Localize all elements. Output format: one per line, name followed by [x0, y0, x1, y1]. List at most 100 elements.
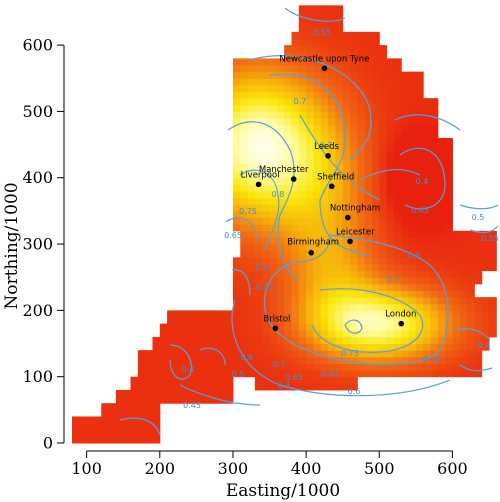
heatmap-cell	[350, 356, 358, 364]
heatmap-cell	[415, 250, 424, 258]
heatmap-cell	[481, 230, 490, 238]
heatmap-cell	[123, 416, 132, 424]
heatmap-cell	[335, 290, 344, 298]
heatmap-cell	[474, 244, 483, 252]
heatmap-cell	[415, 224, 424, 232]
heatmap-cell	[386, 78, 395, 86]
heatmap-cell	[284, 356, 292, 364]
heatmap-cell	[269, 144, 278, 152]
heatmap-cell	[379, 230, 388, 238]
heatmap-cell	[393, 191, 402, 199]
heatmap-cell	[145, 396, 153, 404]
heatmap-cell	[342, 164, 351, 172]
heatmap-cell	[130, 383, 139, 391]
heatmap-cell	[364, 177, 373, 185]
heatmap-cell	[350, 250, 358, 258]
heatmap-cell	[371, 84, 380, 93]
contour-line	[239, 169, 280, 251]
heatmap-cell	[145, 389, 153, 398]
heatmap-cell	[181, 356, 190, 364]
heatmap-cell	[167, 317, 175, 325]
heatmap-cell	[371, 250, 380, 258]
heatmap-cell	[342, 250, 351, 258]
heatmap-cell	[335, 65, 344, 73]
heatmap-cell	[284, 270, 292, 278]
heatmap-cell	[269, 118, 278, 126]
heatmap-cell	[232, 177, 241, 185]
heatmap-cell	[240, 144, 249, 152]
heatmap-cell	[247, 65, 256, 73]
heatmap-cell	[276, 224, 285, 232]
heatmap-cell	[459, 263, 468, 272]
heatmap-cell	[423, 131, 431, 139]
heatmap-cell	[357, 164, 366, 172]
heatmap-cell	[254, 144, 263, 152]
heatmap-cell	[408, 363, 417, 371]
heatmap-cell	[123, 423, 132, 431]
heatmap-cell	[379, 51, 388, 59]
heatmap-cell	[298, 270, 307, 278]
heatmap-cell	[130, 409, 139, 417]
heatmap-cell	[262, 363, 271, 371]
heatmap-cell	[320, 197, 329, 205]
heatmap-cell	[467, 250, 475, 258]
y-tick-label: 600	[22, 36, 53, 55]
heatmap-cell	[335, 230, 344, 238]
heatmap-cell	[342, 237, 351, 245]
heatmap-cell	[211, 336, 219, 345]
heatmap-cell	[284, 224, 292, 232]
heatmap-cell	[232, 317, 241, 325]
heatmap-cell	[196, 396, 205, 404]
heatmap-cell	[313, 250, 322, 258]
heatmap-cell	[291, 323, 300, 331]
heatmap-cell	[306, 31, 314, 39]
heatmap-cell	[240, 111, 249, 119]
heatmap-cell	[437, 217, 446, 225]
heatmap-cell	[313, 25, 322, 33]
city-marker	[272, 325, 279, 332]
heatmap-cell	[328, 164, 336, 172]
heatmap-cell	[430, 118, 439, 126]
heatmap-cell	[284, 263, 292, 272]
heatmap-cell	[291, 244, 300, 252]
city-label: Leicester	[336, 227, 375, 237]
heatmap-cell	[357, 210, 366, 219]
heatmap-cell	[379, 263, 388, 272]
contour-label: 0.55	[256, 283, 274, 292]
heatmap-cell	[328, 58, 336, 66]
heatmap-cell	[357, 58, 366, 66]
heatmap-cell	[386, 111, 395, 119]
heatmap-cell	[371, 71, 380, 79]
heatmap-cell	[225, 330, 234, 338]
heatmap-cell	[196, 350, 205, 358]
heatmap-cell	[459, 370, 468, 378]
heatmap-cell	[181, 323, 190, 331]
heatmap-cell	[328, 376, 336, 384]
heatmap-cell	[328, 257, 336, 265]
heatmap-cell	[408, 184, 417, 192]
heatmap-cell	[401, 98, 410, 106]
heatmap-cell	[313, 224, 322, 232]
heatmap-cell	[328, 370, 336, 378]
heatmap-cell	[262, 144, 271, 152]
heatmap-cell	[335, 250, 344, 258]
heatmap-cell	[445, 191, 453, 199]
heatmap-cell	[298, 104, 307, 112]
heatmap-cell	[335, 310, 344, 318]
heatmap-cell	[371, 184, 380, 192]
heatmap-cell	[240, 157, 249, 165]
heatmap-cell	[284, 310, 292, 318]
heatmap-cell	[415, 297, 424, 305]
heatmap-cell	[123, 409, 132, 417]
heatmap-cell	[240, 297, 249, 305]
heatmap-cell	[276, 98, 285, 106]
heatmap-cell	[328, 45, 336, 53]
heatmap-cell	[254, 230, 263, 238]
heatmap-cell	[467, 356, 475, 364]
heatmap-cell	[401, 257, 410, 265]
heatmap-cell	[269, 184, 278, 192]
heatmap-cell	[350, 230, 358, 238]
heatmap-cell	[423, 290, 431, 298]
heatmap-cell	[386, 65, 395, 73]
